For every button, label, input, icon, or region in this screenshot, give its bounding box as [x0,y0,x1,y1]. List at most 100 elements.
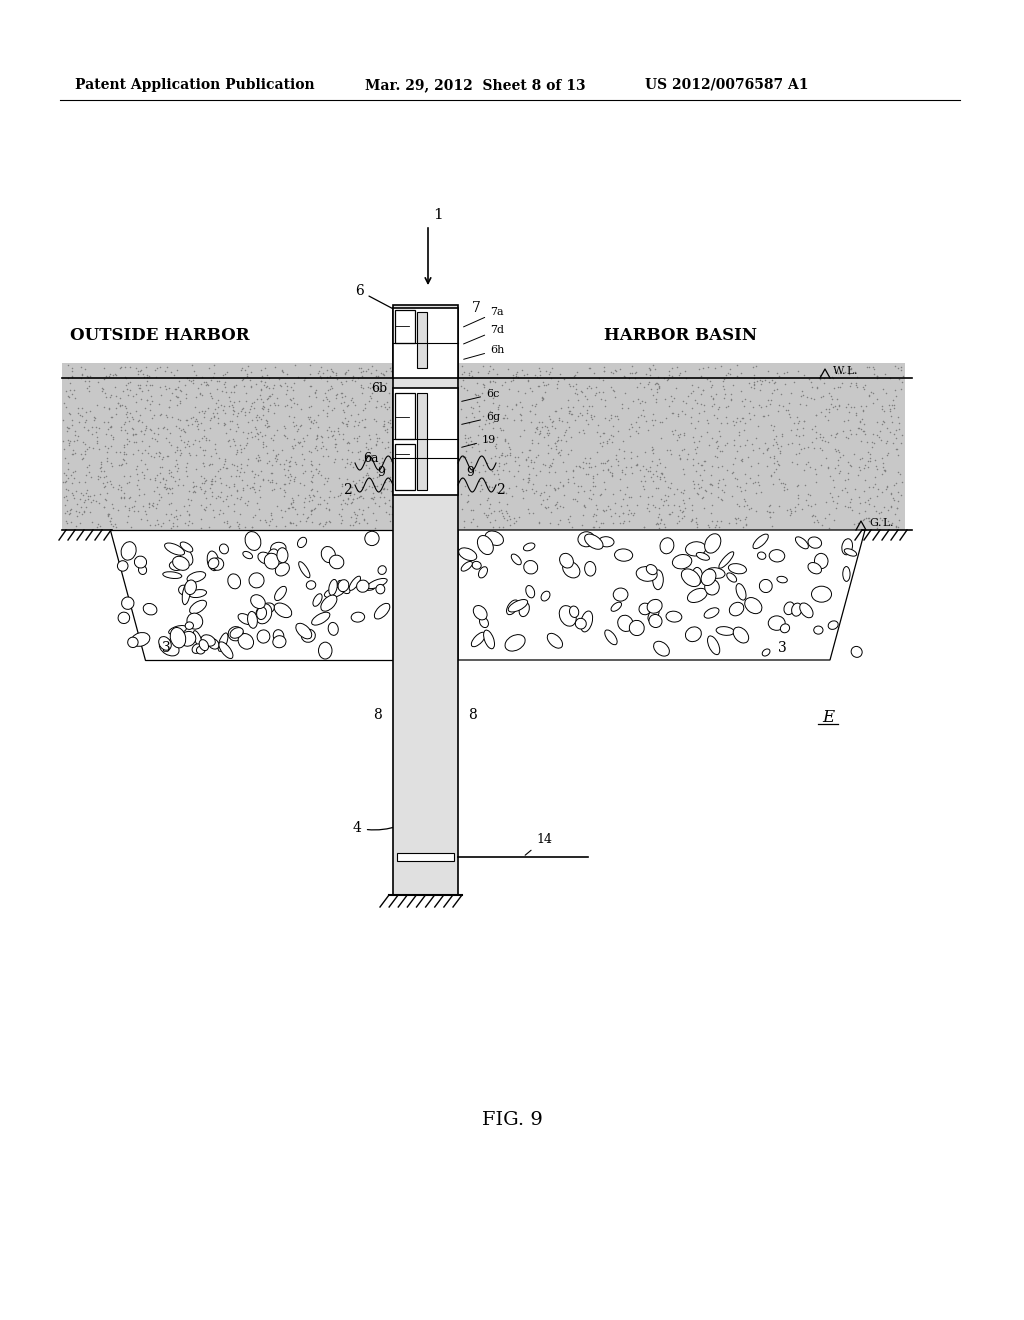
Point [442,762,459,783]
Point [738,429,755,450]
Ellipse shape [716,627,734,635]
Point [712,421,728,442]
Point [699,421,716,442]
Point [438,865,455,886]
Point [374,451,390,473]
Point [516,364,532,385]
Point [677,360,693,381]
Point [336,392,352,413]
Point [198,374,214,395]
Point [67,421,83,442]
Point [852,449,868,470]
Point [524,502,541,523]
Point [440,845,457,866]
Point [783,503,800,524]
Point [153,404,169,425]
Point [497,429,513,450]
Point [643,466,659,487]
Ellipse shape [681,569,700,586]
Point [627,367,643,388]
Point [360,467,377,488]
Point [436,312,453,333]
Point [695,395,712,416]
Ellipse shape [559,553,573,568]
Point [514,397,530,418]
Point [766,451,782,473]
Point [402,655,419,676]
Point [130,500,146,521]
Point [552,363,568,384]
Point [894,425,910,446]
Point [96,412,113,433]
Point [165,516,181,537]
Point [877,461,893,482]
Point [649,465,666,486]
Point [506,466,522,487]
Point [420,680,436,701]
Point [496,507,512,528]
Point [490,516,507,537]
Point [395,840,412,861]
Point [564,403,581,424]
Point [73,444,89,465]
Ellipse shape [187,572,206,582]
Point [487,437,504,458]
Point [421,413,437,434]
Point [852,459,868,480]
Point [161,396,177,417]
Point [546,411,562,432]
Point [314,436,331,457]
Point [630,407,646,428]
Point [520,440,537,461]
Point [131,478,147,499]
Point [393,869,410,890]
Point [324,378,340,399]
Point [439,796,456,817]
Point [286,469,302,490]
Ellipse shape [525,586,535,598]
Point [403,669,420,690]
Ellipse shape [649,614,662,627]
Point [416,660,432,681]
Point [250,429,266,450]
Point [771,495,787,516]
Point [699,515,716,536]
Point [286,407,302,428]
Point [120,506,136,527]
Point [65,444,81,465]
Point [676,422,692,444]
Point [734,408,751,429]
Point [362,387,379,408]
Point [206,405,222,426]
Point [429,869,445,890]
Point [411,607,427,628]
Point [136,424,153,445]
Point [490,395,507,416]
Point [98,441,115,462]
Point [165,466,181,487]
Point [823,487,840,508]
Point [162,389,178,411]
Point [429,350,445,371]
Point [654,494,671,515]
Point [445,537,462,558]
Point [686,432,702,453]
Point [416,412,432,433]
Point [519,471,536,492]
Point [841,363,857,384]
Point [820,401,837,422]
Point [171,445,187,466]
Point [442,758,459,779]
Point [239,428,255,449]
Point [396,449,413,470]
Point [693,487,710,508]
Point [523,451,540,473]
Point [423,684,439,705]
Point [408,869,424,890]
Point [426,725,442,746]
Point [734,450,751,471]
Point [430,874,446,895]
Point [401,664,418,685]
Point [694,379,711,400]
Point [608,449,625,470]
